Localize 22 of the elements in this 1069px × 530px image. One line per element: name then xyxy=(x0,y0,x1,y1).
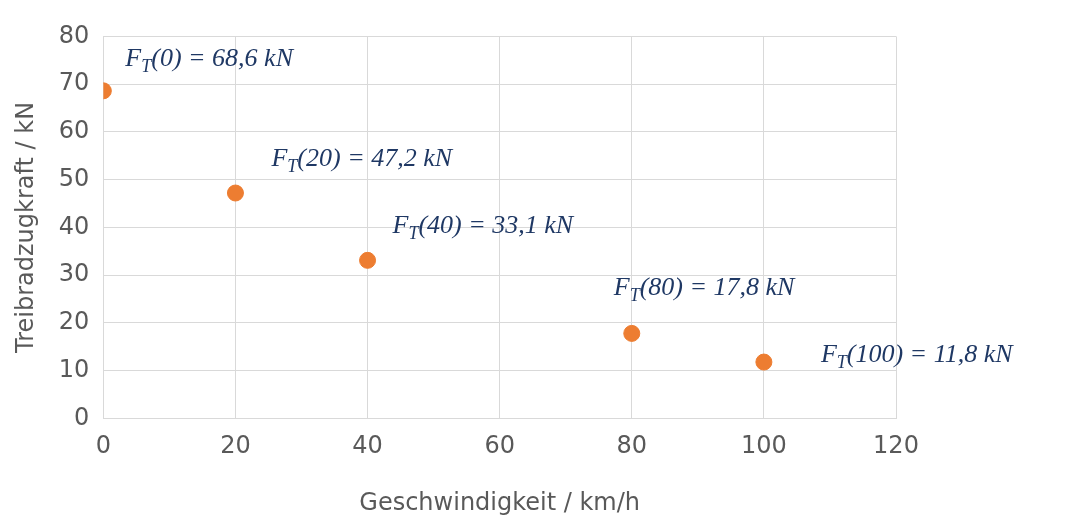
y-tick-label: 20 xyxy=(58,307,90,336)
x-tick-label: 20 xyxy=(220,431,251,460)
x-tick-label: 100 xyxy=(740,431,787,460)
x-tick-label: 0 xyxy=(95,431,111,460)
y-tick-label: 40 xyxy=(58,211,90,240)
point xyxy=(226,184,244,202)
x-tick-label: 60 xyxy=(484,431,515,460)
y-tick-label: 50 xyxy=(58,163,90,192)
y-tick-label: 80 xyxy=(58,20,90,49)
x-tick-label: 120 xyxy=(873,431,919,460)
y-tick-label: 10 xyxy=(58,354,90,383)
x-tick-label: 40 xyxy=(352,431,383,460)
y-tick-label: 70 xyxy=(58,68,90,97)
point xyxy=(755,353,773,371)
y-tick-label: 30 xyxy=(58,259,90,288)
y-tick-label: 0 xyxy=(74,402,90,431)
x-axis-title: Geschwindigkeit / km/h xyxy=(359,487,641,516)
point xyxy=(623,324,641,342)
y-tick-label: 60 xyxy=(58,116,90,145)
y-axis-title: Treibradzugkraft / kN xyxy=(10,101,39,354)
x-tick-label: 80 xyxy=(616,431,648,460)
point xyxy=(359,251,377,269)
